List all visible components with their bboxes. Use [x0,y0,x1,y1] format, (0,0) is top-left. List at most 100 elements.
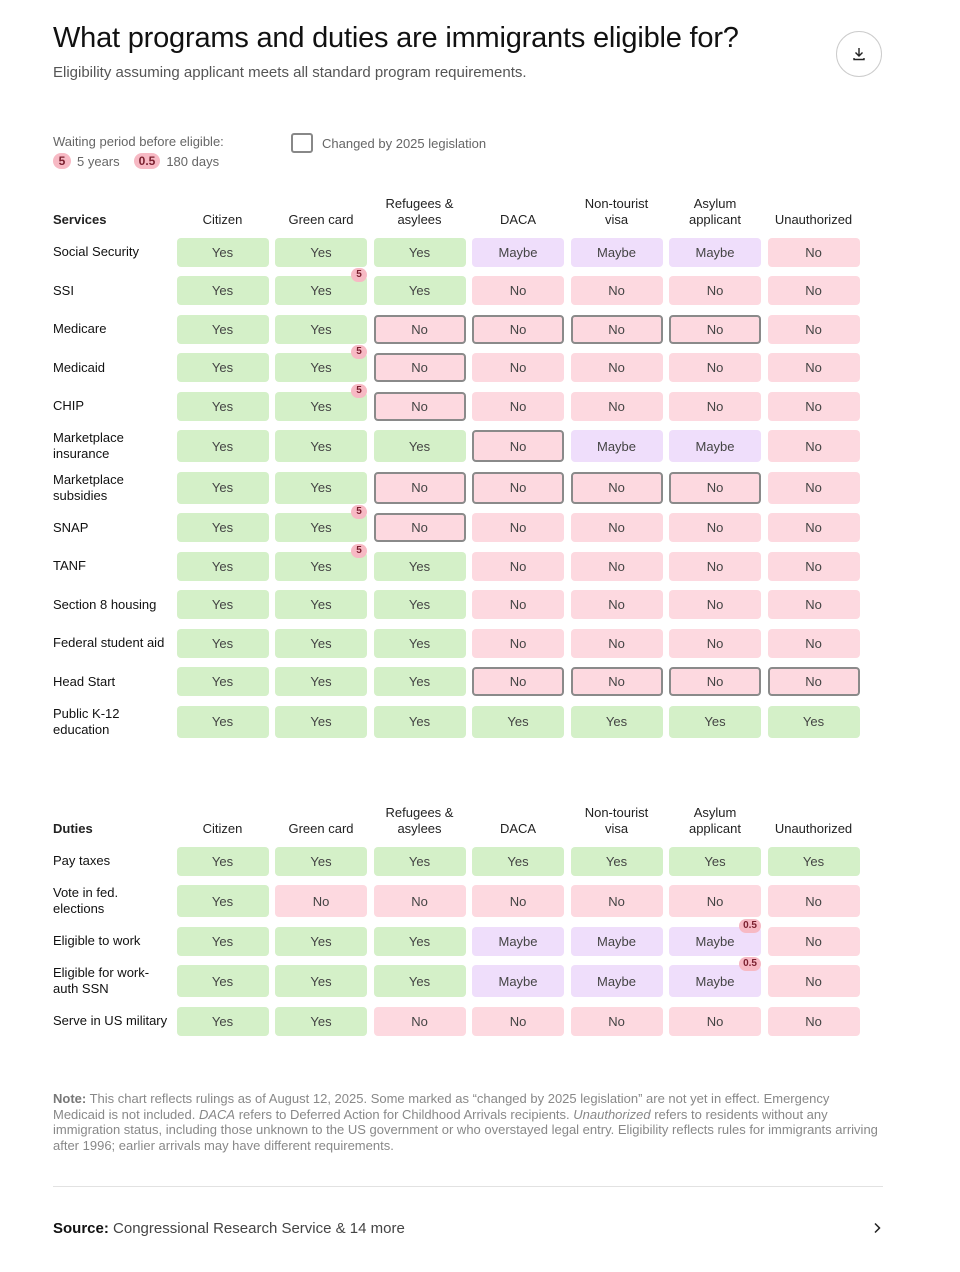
cell-yes: Yes [275,926,367,956]
cell-yes: Yes [373,430,466,462]
row-label: Federal student aid [53,635,165,650]
row-label: Marketplace subsidies [53,471,124,503]
cell-text: No [805,438,822,454]
cell-text: Yes [211,321,234,337]
cell-yes: Yes [176,276,269,305]
cell-text: Maybe [695,244,735,260]
cell-text: No [509,597,527,612]
cell-yes: Yes [275,1006,367,1036]
row-label: Marketplace insurance [53,430,124,461]
column-header: Green card [288,821,354,836]
cell-text: Yes [211,893,234,909]
cell-text: No [706,674,724,689]
badge: 5 [351,383,367,398]
legend-changed: Changed by 2025 legislation [291,133,486,153]
cell-no: No [373,391,466,421]
cell-text: No [509,520,527,535]
cell-no: No [570,314,663,344]
cell-text: Yes [211,674,234,689]
cell-maybe: Maybe 0.5 [669,957,761,997]
cell-yes: Yes [176,965,269,997]
cell-yes: Yes [767,705,860,738]
cell-text: No [608,480,625,495]
source: Source: Congressional Research Service &… [53,1220,405,1237]
cell-text: Yes [310,244,332,260]
download-button[interactable] [836,31,882,77]
cell-text: No [805,398,822,414]
cell-text: Yes [310,635,332,651]
cell-maybe: Maybe [669,237,761,267]
cell-text: No [706,480,724,495]
column-header: DACA [499,821,537,836]
badge: 0.5 [739,918,761,933]
badge: 0.5 [133,153,161,169]
cell-yes: Yes [767,846,860,876]
cell-no: No [472,353,564,382]
cell-yes: Yes [275,628,367,658]
column-header: DACA [499,212,537,227]
cell-text: No [805,283,822,298]
cell-text: No [805,933,822,949]
cell-text: Yes [211,283,234,298]
cell-text: No [509,321,527,337]
cell-text: Yes [211,558,234,574]
cell-text: No [411,520,428,535]
column-header: Citizen [202,212,243,227]
cell-text: No [706,893,724,909]
cell-maybe: Maybe [669,430,761,462]
cell-no: No [570,590,663,619]
cell-text: No [608,1013,625,1029]
source-row[interactable]: Source: Congressional Research Service &… [53,1210,883,1246]
cell-yes: Yes [176,1006,269,1036]
cell-no: No [570,551,663,581]
cell-yes: Yes [176,628,269,658]
cell-no: No [767,471,860,504]
cell-maybe: Maybe [570,926,663,956]
column-header: Green card [288,212,354,227]
cell-text: Yes [408,933,431,949]
cell-text: Yes [310,283,332,298]
cell-text: No [805,558,822,574]
cell-yes: Yes [275,314,367,344]
cell-text: No [706,635,724,651]
cell-yes: Yes [176,471,269,504]
row-label: Eligible to work [53,933,141,948]
note-text: This chart reflects rulings as of August… [53,1091,830,1122]
cell-text: No [805,321,822,337]
cell-yes: Yes [176,846,269,876]
row-label: SNAP [53,519,89,535]
cell-text: Yes [507,853,529,869]
cell-yes: Yes [275,846,367,876]
badge: 5 [351,543,367,558]
cell-text: No [805,635,822,651]
cell-yes: Yes [373,237,466,267]
cell-text: Yes [310,558,332,574]
row-label: Medicare [53,321,107,336]
row-label: TANF [53,558,86,573]
cell-no: No [669,667,761,696]
cell-no: No [570,471,663,504]
cell-text: Yes [211,244,234,260]
cell-yes: Yes [275,590,367,619]
cell-maybe: Maybe [472,237,564,267]
cell-no: No [767,551,860,581]
cell-text: No [805,480,822,495]
cell-text: No [509,283,527,298]
cell-no: No [669,590,761,619]
cell-text: No [608,321,625,337]
cell-yes: Yes [373,926,466,956]
cell-yes: Yes [176,237,269,267]
row-label: Section 8 housing [53,596,157,612]
cell-no: No [767,628,860,658]
cell-no: No [767,965,860,997]
cell-yes: Yes 5 [275,383,367,421]
cell-text: Yes [211,933,234,949]
cell-text: Yes [211,1013,234,1029]
cell-text: No [608,520,625,535]
cell-text: No [805,244,822,260]
cell-yes: Yes [275,705,367,738]
cell-yes: Yes [176,590,269,619]
cell-text: Yes [211,973,234,989]
cell-yes: Yes [275,965,367,997]
